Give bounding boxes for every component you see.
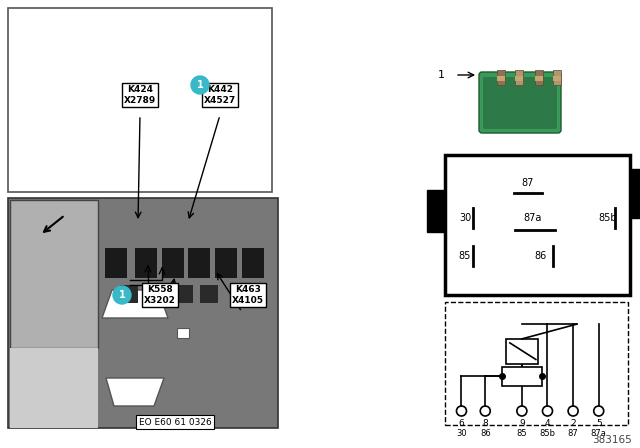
Text: 383165: 383165 <box>592 435 632 445</box>
Bar <box>497 70 505 85</box>
Text: 85: 85 <box>516 428 527 438</box>
Bar <box>535 70 543 85</box>
Text: 1: 1 <box>438 70 445 80</box>
FancyBboxPatch shape <box>483 77 557 129</box>
Bar <box>162 248 184 278</box>
Text: 1: 1 <box>118 290 125 300</box>
Bar <box>553 70 561 85</box>
Bar <box>242 248 264 278</box>
Text: 30: 30 <box>456 428 467 438</box>
Bar <box>427 190 445 232</box>
Text: 8: 8 <box>483 418 488 427</box>
Text: 1: 1 <box>196 80 204 90</box>
Bar <box>497 76 505 81</box>
Text: 5: 5 <box>596 418 602 427</box>
Bar <box>445 155 630 295</box>
Circle shape <box>113 286 131 304</box>
Text: K424
X2789: K424 X2789 <box>124 85 156 105</box>
Bar <box>515 76 523 81</box>
Circle shape <box>191 76 209 94</box>
Text: 87: 87 <box>568 428 579 438</box>
Bar <box>200 285 218 303</box>
Text: 85b: 85b <box>598 213 618 223</box>
Bar <box>105 248 127 278</box>
Text: K463
X4105: K463 X4105 <box>232 285 264 305</box>
Bar <box>8 8 272 192</box>
Polygon shape <box>106 378 164 406</box>
Polygon shape <box>85 286 180 418</box>
Text: 4: 4 <box>545 418 550 427</box>
Text: K558
X3202: K558 X3202 <box>144 285 176 305</box>
Bar <box>445 302 628 425</box>
Text: 86: 86 <box>534 251 547 261</box>
Text: 6: 6 <box>459 418 465 427</box>
Bar <box>506 339 538 363</box>
Text: 87: 87 <box>522 178 534 188</box>
Text: 86: 86 <box>480 428 491 438</box>
Bar <box>502 367 542 386</box>
Text: 85: 85 <box>459 251 471 261</box>
Bar <box>215 248 237 278</box>
Bar <box>535 76 543 81</box>
Bar <box>135 248 157 278</box>
Bar <box>553 76 561 81</box>
Text: K442
X4527: K442 X4527 <box>204 85 236 105</box>
Text: 87a: 87a <box>591 428 607 438</box>
Bar <box>630 169 640 218</box>
Bar <box>8 198 278 428</box>
Bar <box>120 285 138 303</box>
Text: EO E60 61 0326: EO E60 61 0326 <box>139 418 211 426</box>
Polygon shape <box>73 328 85 338</box>
Text: 9: 9 <box>519 418 525 427</box>
Bar <box>148 285 166 303</box>
Bar <box>188 248 210 278</box>
Text: 85b: 85b <box>540 428 556 438</box>
Polygon shape <box>177 328 189 338</box>
Text: 30: 30 <box>459 213 471 223</box>
Polygon shape <box>102 290 168 318</box>
Bar <box>10 200 98 348</box>
FancyBboxPatch shape <box>479 72 561 133</box>
Text: 87a: 87a <box>524 213 541 223</box>
Bar <box>10 348 98 428</box>
Text: 2: 2 <box>570 418 576 427</box>
Bar <box>175 285 193 303</box>
Bar <box>515 70 523 85</box>
